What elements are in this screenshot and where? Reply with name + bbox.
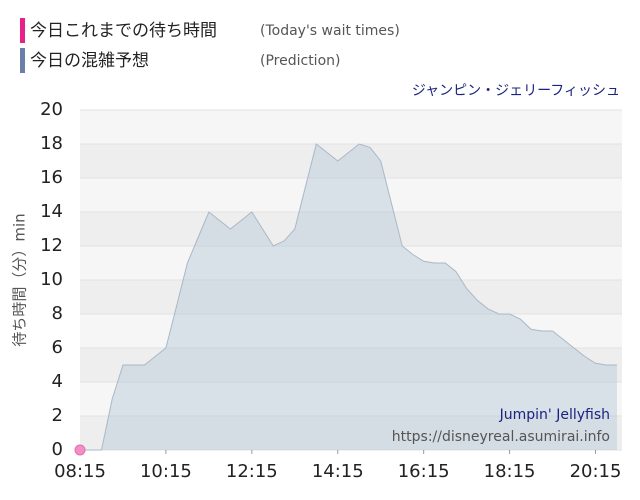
y-tick-label: 6 — [52, 337, 63, 358]
y-tick-label: 2 — [52, 405, 63, 426]
x-tick-label: 14:15 — [312, 461, 364, 482]
x-tick-label: 08:15 — [54, 461, 106, 482]
point — [74, 444, 86, 456]
x-tick-label: 12:15 — [226, 461, 278, 482]
band — [80, 144, 622, 178]
band — [80, 416, 622, 450]
band — [80, 348, 622, 382]
x-tick-label: 10:15 — [140, 461, 192, 482]
band — [80, 212, 622, 246]
y-axis-label: 待ち時間（分）min — [11, 213, 29, 346]
annotation: Jumpin' Jellyfish — [499, 407, 610, 423]
y-tick-label: 4 — [52, 371, 63, 392]
area-line — [80, 143, 617, 451]
band — [80, 246, 622, 280]
y-tick-label: 20 — [40, 99, 63, 120]
chart-title: ジャンピン・ジェリーフィッシュ — [412, 83, 620, 99]
band — [80, 280, 622, 314]
y-tick-label: 10 — [40, 269, 63, 290]
legend-label-en: (Prediction) — [260, 53, 340, 69]
x-tick-label: 18:15 — [484, 461, 536, 482]
y-tick-label: 14 — [40, 201, 63, 222]
band — [80, 110, 622, 144]
legend-label-en: (Today's wait times) — [260, 23, 400, 39]
legend-label: 今日これまでの待ち時間 — [30, 21, 217, 41]
y-tick-label: 16 — [40, 167, 63, 188]
band — [80, 178, 622, 212]
legend-swatch — [20, 18, 25, 43]
area-fill — [80, 144, 617, 450]
y-tick-label: 8 — [52, 303, 63, 324]
legend-swatch — [20, 48, 25, 73]
x-tick-label: 20:15 — [570, 461, 622, 482]
y-tick-label: 18 — [40, 133, 63, 154]
y-tick-label: 12 — [40, 235, 63, 256]
annotation: https://disneyreal.asumirai.info — [392, 429, 610, 445]
x-tick-label: 16:15 — [398, 461, 450, 482]
band — [80, 382, 622, 416]
legend-label: 今日の混雑予想 — [30, 51, 149, 71]
y-tick-label: 0 — [52, 439, 63, 460]
